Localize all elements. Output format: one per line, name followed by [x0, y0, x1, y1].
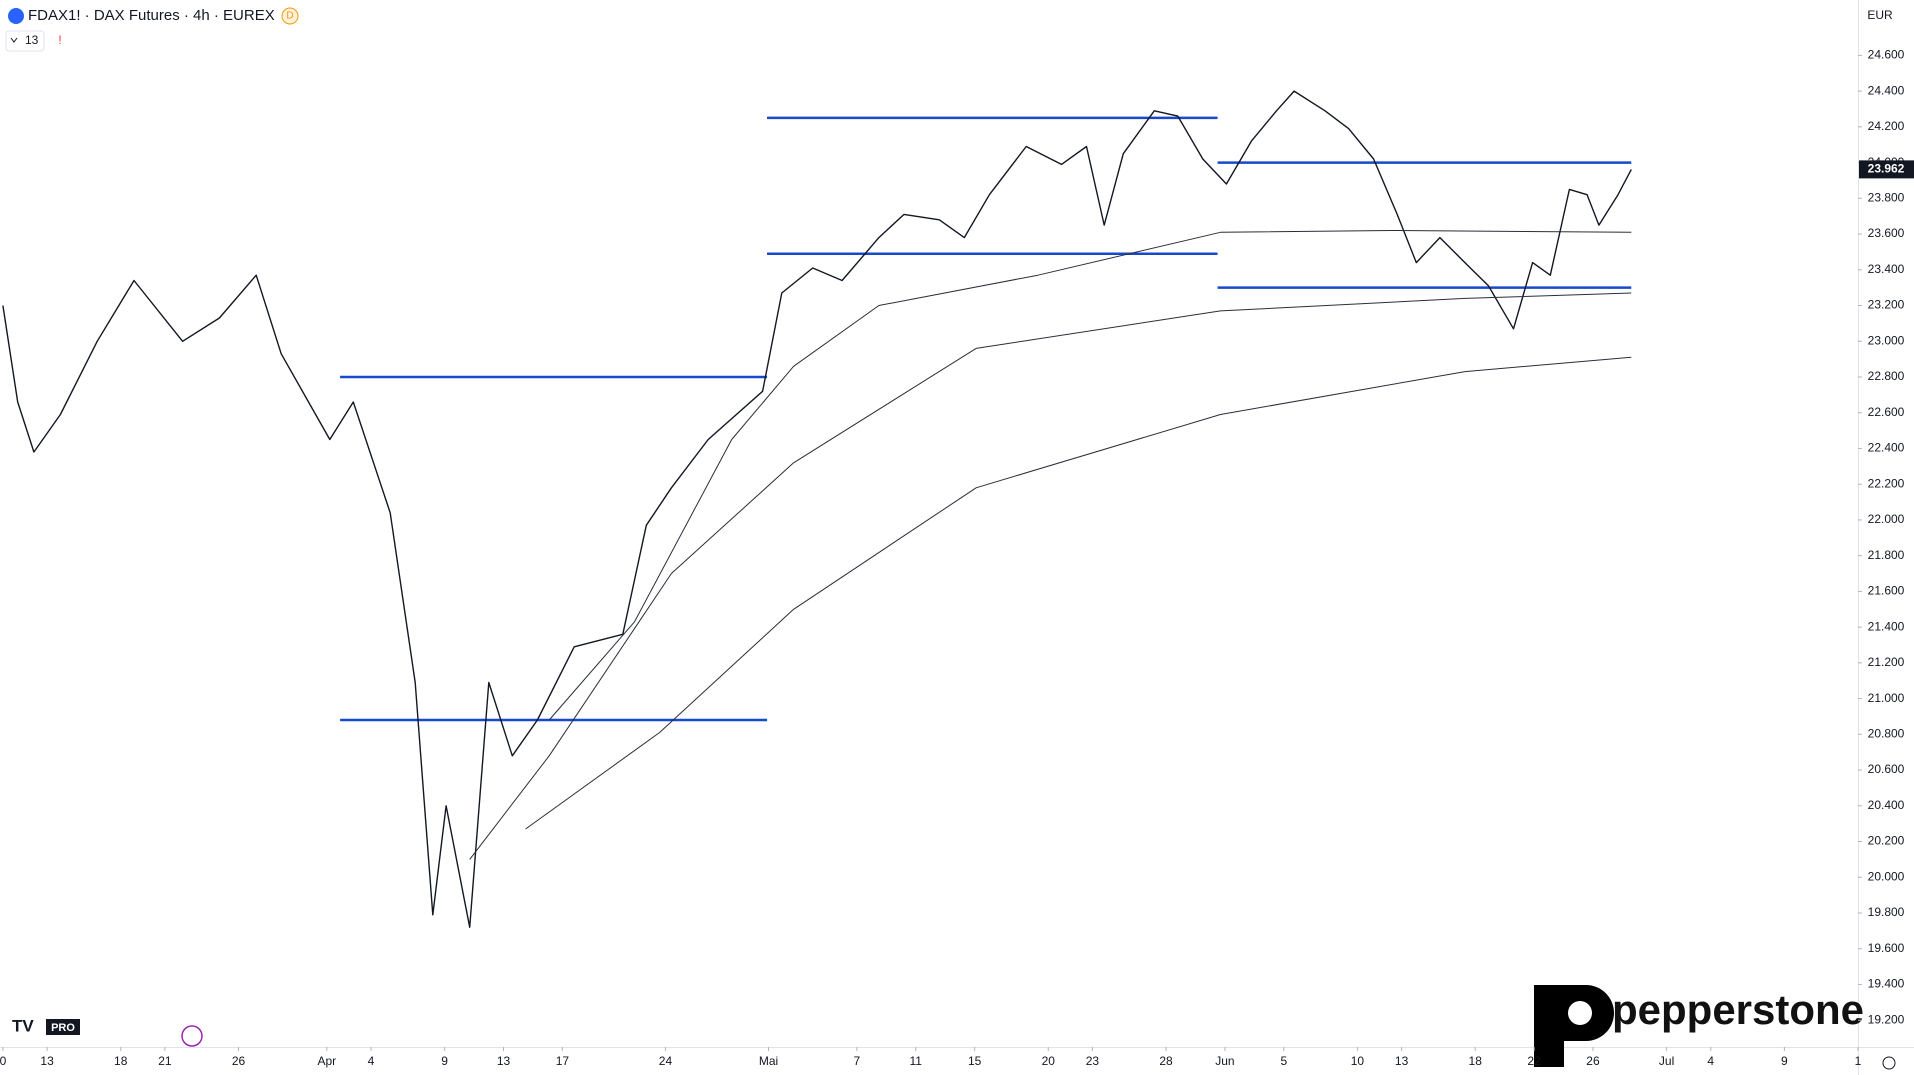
badge: D: [286, 11, 293, 22]
chevron-icon: [10, 37, 18, 43]
y-tick-label: 19.400: [1868, 977, 1905, 991]
x-tick-label: 18: [114, 1054, 128, 1068]
pepperstone-logo-hole: [1568, 1001, 1592, 1025]
y-tick-label: 19.600: [1868, 941, 1905, 955]
x-tick-label: 18: [1469, 1054, 1483, 1068]
y-tick-label: 20.800: [1868, 727, 1905, 741]
alert-icon[interactable]: !: [58, 33, 61, 47]
y-tick-label: 24.600: [1868, 48, 1905, 62]
x-tick-label: Jun: [1215, 1054, 1234, 1068]
x-tick-label: 10: [1351, 1054, 1365, 1068]
settings-icon[interactable]: [1882, 1056, 1896, 1070]
x-tick-label: 9: [1781, 1054, 1788, 1068]
x-tick-label: 7: [854, 1054, 861, 1068]
currency-label[interactable]: EUR: [1867, 8, 1893, 22]
x-tick-label: 4: [368, 1054, 375, 1068]
y-tick-label: 20.400: [1868, 798, 1905, 812]
x-tick-label: 28: [1159, 1054, 1173, 1068]
x-tick-label: Mai: [759, 1054, 778, 1068]
y-tick-label: 20.000: [1868, 869, 1905, 883]
x-tick-label: 1: [1855, 1054, 1862, 1068]
pro-badge: PRO: [51, 1022, 75, 1034]
last-price-label: 23.962: [1868, 162, 1905, 176]
x-tick-label: 15: [968, 1054, 982, 1068]
x-tick-label: Jul: [1659, 1054, 1674, 1068]
x-tick-label: 26: [232, 1054, 246, 1068]
symbol-icon: [8, 8, 24, 24]
y-tick-label: 19.200: [1868, 1012, 1905, 1026]
x-tick-label: 24: [659, 1054, 673, 1068]
y-tick-label: 21.200: [1868, 655, 1905, 669]
y-tick-label: 20.200: [1868, 834, 1905, 848]
x-tick-label: 23: [1086, 1054, 1100, 1068]
tv-logo: TV: [12, 1016, 34, 1035]
y-tick-label: 23.200: [1868, 298, 1905, 312]
price-line: [525, 356, 1632, 830]
y-tick-label: 21.400: [1868, 619, 1905, 633]
x-tick-label: 9: [441, 1054, 448, 1068]
y-tick-label: 23.000: [1868, 333, 1905, 347]
price-line: [548, 230, 1632, 721]
indicator-count: 13: [25, 33, 39, 47]
x-tick-label: 4: [1707, 1054, 1714, 1068]
x-tick-label: 11: [910, 1054, 923, 1068]
y-tick-label: 21.600: [1868, 584, 1905, 598]
badge-circle: [281, 7, 299, 25]
x-tick-label: 21: [158, 1054, 172, 1068]
indicator-toggle[interactable]: [5, 30, 45, 52]
y-tick-label: 23.400: [1868, 262, 1905, 276]
y-tick-label: 22.200: [1868, 476, 1905, 490]
y-tick-label: 20.600: [1868, 762, 1905, 776]
replay-button[interactable]: [181, 1025, 203, 1047]
y-tick-label: 23.800: [1868, 190, 1905, 204]
price-line: [2, 90, 1632, 928]
x-tick-label: 13: [497, 1054, 511, 1068]
pro-badge-bg: [46, 1019, 80, 1035]
y-tick-label: 22.600: [1868, 405, 1905, 419]
x-tick-label: 20: [1042, 1054, 1056, 1068]
x-tick-label: 0: [0, 1054, 7, 1068]
y-tick-label: 21.000: [1868, 691, 1905, 705]
y-tick-label: 22.000: [1868, 512, 1905, 526]
y-tick-label: 21.800: [1868, 548, 1905, 562]
y-tick-label: 22.800: [1868, 369, 1905, 383]
x-tick-label: 5: [1280, 1054, 1287, 1068]
x-tick-label: 13: [1395, 1054, 1409, 1068]
y-tick-label: 24.400: [1868, 83, 1905, 97]
y-tick-label: 24.200: [1868, 119, 1905, 133]
x-tick-label: Apr: [317, 1054, 336, 1068]
watermark: pepperstone: [1612, 986, 1864, 1033]
last-price-box: [1859, 160, 1914, 179]
x-tick-label: 17: [556, 1054, 570, 1068]
y-tick-label: 19.800: [1868, 905, 1905, 919]
x-tick-label: 22: [1527, 1054, 1541, 1068]
chart-title: FDAX1! · DAX Futures · 4h · EUREX: [28, 7, 275, 24]
price-line: [469, 292, 1632, 860]
x-tick-label: 13: [40, 1054, 54, 1068]
x-tick-label: 26: [1586, 1054, 1600, 1068]
y-tick-label: 23.600: [1868, 226, 1905, 240]
plot-area: [2, 90, 1632, 928]
y-tick-label: 22.400: [1868, 441, 1905, 455]
pepperstone-logo-mark: [1534, 985, 1614, 1067]
